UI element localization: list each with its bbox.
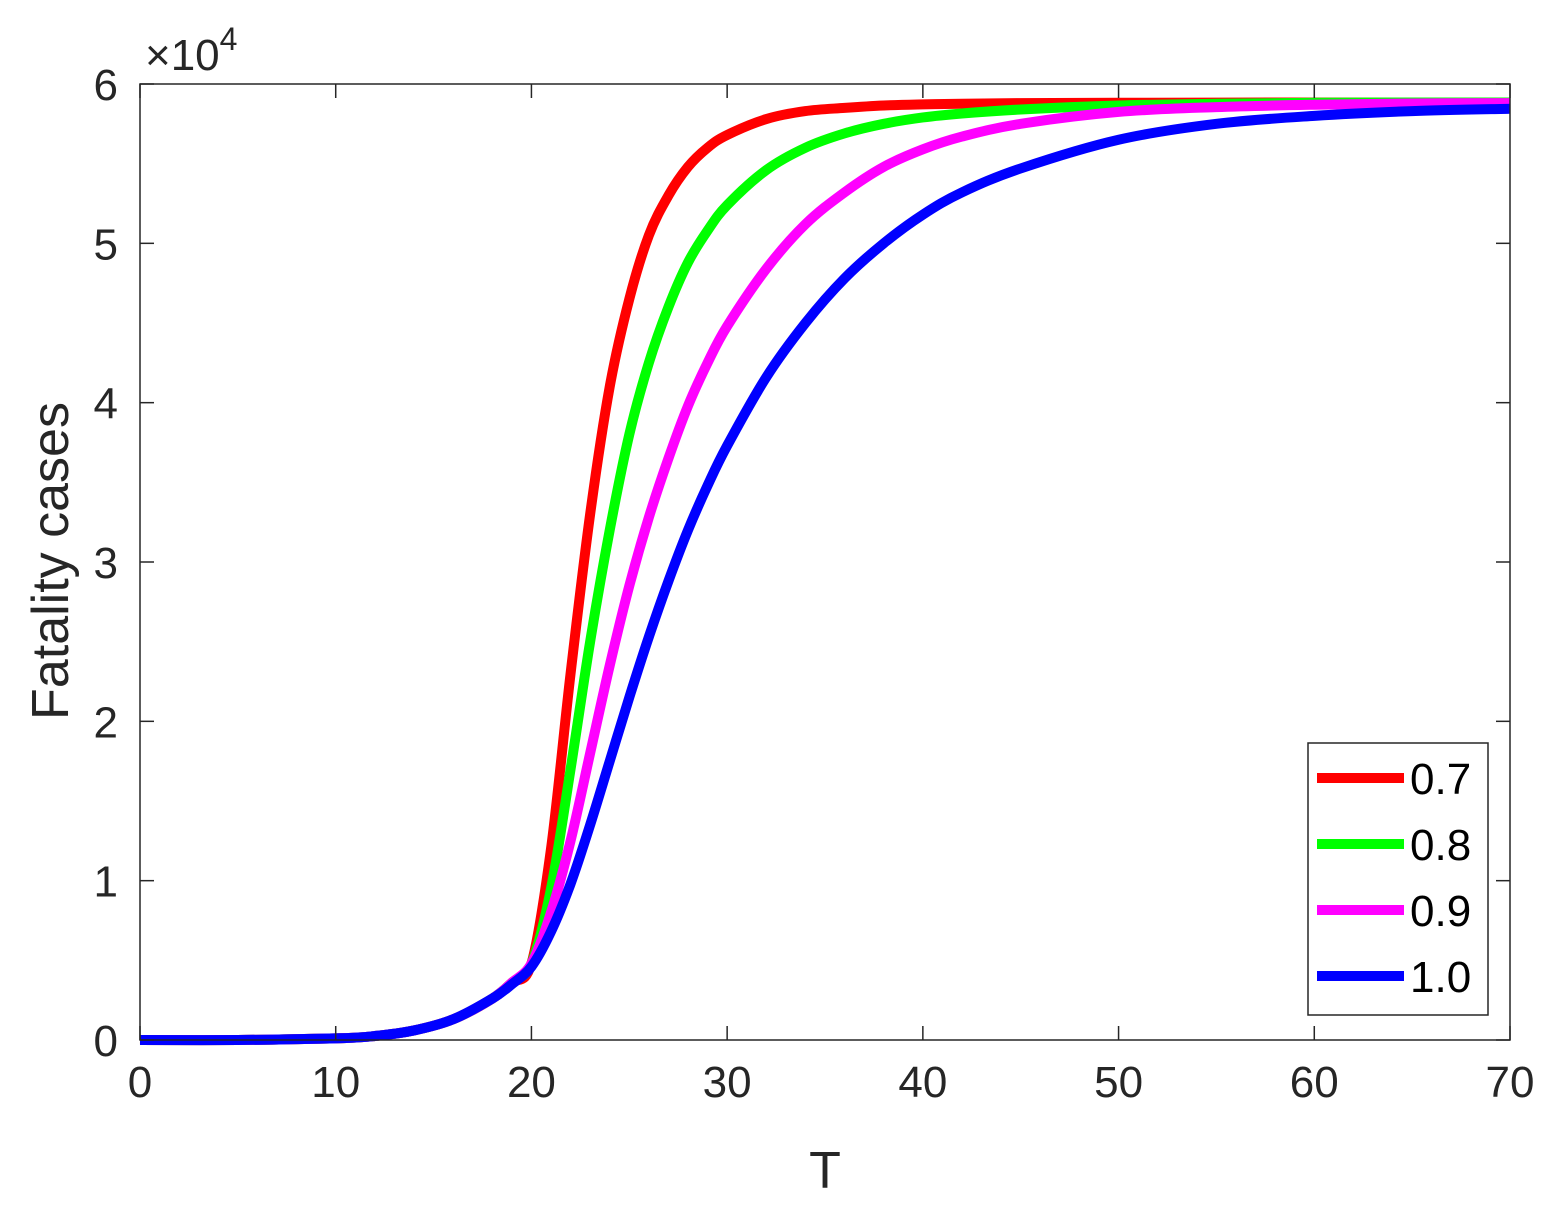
x-tick-label: 10 xyxy=(311,1058,360,1107)
legend: 0.7 0.8 0.9 1.0 xyxy=(1307,742,1489,1016)
legend-box xyxy=(1307,742,1489,1016)
x-tick-labels: 0 10 20 30 40 50 60 70 xyxy=(128,1058,1535,1107)
x-tick-label: 30 xyxy=(703,1058,752,1107)
x-tick-label: 60 xyxy=(1290,1058,1339,1107)
x-axis-title: T xyxy=(809,1142,841,1200)
y-tick-label: 0 xyxy=(94,1017,118,1066)
y-axis-title: Fatality cases xyxy=(22,402,80,720)
y-tick-label: 4 xyxy=(94,380,118,429)
y-tick-label: 3 xyxy=(94,539,118,588)
y-tick-labels: 0 1 2 3 4 5 6 xyxy=(94,61,118,1066)
y-tick-label: 5 xyxy=(94,220,118,269)
series-line-1-0 xyxy=(139,103,1511,1046)
axis-ticks xyxy=(139,83,1511,1041)
legend-label: 0.7 xyxy=(1410,755,1471,804)
y-tick-label: 2 xyxy=(94,698,118,747)
y-exponent-label: ×104 xyxy=(145,21,237,80)
x-tick-label: 0 xyxy=(128,1058,152,1107)
legend-label: 1.0 xyxy=(1410,953,1471,1002)
x-tick-label: 40 xyxy=(898,1058,947,1107)
x-tick-label: 20 xyxy=(507,1058,556,1107)
y-tick-label: 1 xyxy=(94,858,118,907)
legend-label: 0.9 xyxy=(1410,887,1471,936)
legend-label: 0.8 xyxy=(1410,821,1471,870)
series-lines xyxy=(139,97,1511,1046)
y-tick-label: 6 xyxy=(94,61,118,110)
x-tick-label: 50 xyxy=(1094,1058,1143,1107)
x-tick-label: 70 xyxy=(1486,1058,1535,1107)
